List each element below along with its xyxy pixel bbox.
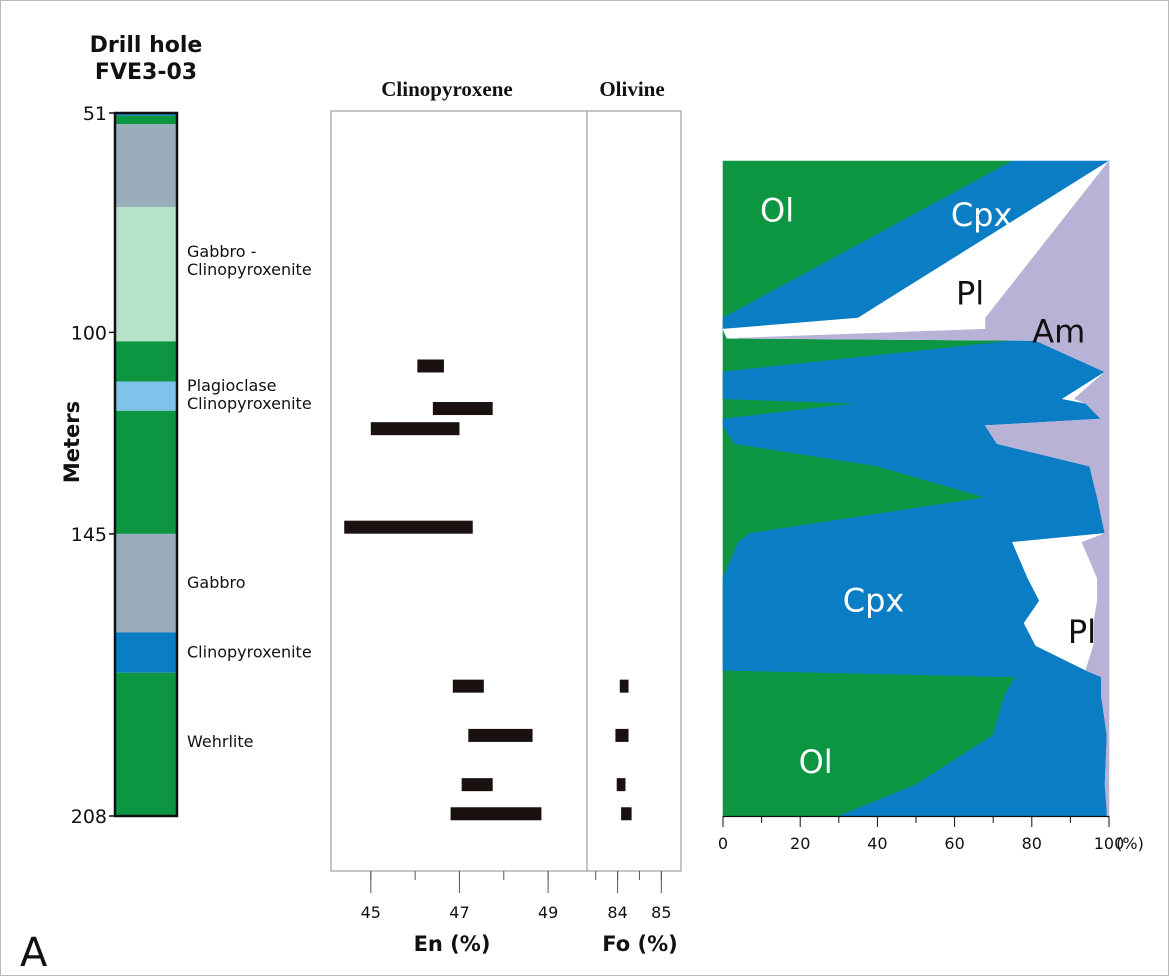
cpx-range-bar-2: [370, 422, 460, 436]
area-label-ol-0: Ol: [760, 191, 794, 229]
clinopyroxene-panel: Clinopyroxene 45 47 49 En (%): [330, 77, 588, 956]
modal-tick-label-20: 20: [790, 834, 810, 853]
strat-tick-label-145: 145: [71, 524, 107, 546]
modal-tick-label-40: 40: [867, 834, 887, 853]
lithology-label-1-0: Plagioclase: [187, 376, 277, 395]
olivine-panel: Olivine 84 85 Fo (%): [586, 77, 682, 956]
cpx-range-bar-4: [452, 679, 484, 693]
modal-tick-label-60: 60: [944, 834, 964, 853]
strat-layer-5: [115, 381, 177, 411]
ol-range-bar-2: [616, 778, 626, 792]
cpx-range-bar-7: [450, 807, 542, 821]
cpx-range-bar-0: [417, 359, 444, 373]
strat-tick-label-51: 51: [83, 103, 107, 125]
panel-label: A: [20, 930, 48, 976]
cpx-tick-label-47: 47: [449, 903, 469, 922]
cpx-range-bar-6: [461, 778, 493, 792]
lithology-label-0-1: Clinopyroxenite: [187, 260, 312, 279]
ol-range-bar-3: [621, 807, 632, 821]
area-label-ol-6: Ol: [799, 743, 833, 781]
area-label-am-3: Am: [1032, 312, 1085, 350]
cpx-range-bar-5: [468, 728, 533, 742]
ol-tick-label-84: 84: [607, 903, 627, 922]
modal-tick-label-0: 0: [718, 834, 728, 853]
lithology-label-0-0: Gabbro -: [187, 242, 256, 261]
ol-title: Olivine: [599, 77, 664, 101]
modal-xlabel: (%): [1116, 834, 1144, 853]
modal-abundance-panel: 0 20 40 60 80 100(%) Ol Cpx Pl Am Cpx Pl Ol: [718, 160, 1144, 853]
strat-layer-7: [115, 533, 177, 633]
area-label-pl-5: Pl: [1068, 613, 1096, 651]
strat-ylabel: Meters: [60, 401, 84, 483]
cpx-range-bar-1: [432, 402, 493, 416]
cpx-tick-label-49: 49: [538, 903, 558, 922]
area-label-cpx-1: Cpx: [951, 196, 1013, 234]
cpx-xlabel: En (%): [414, 932, 491, 956]
strat-layer-8: [115, 632, 177, 673]
strat-layer-3: [115, 207, 177, 342]
cpx-tick-label-45: 45: [361, 903, 381, 922]
strat-title-line-2: FVE3-03: [95, 60, 197, 85]
cpx-range-bar-3: [344, 520, 473, 534]
ol-frame: [586, 110, 682, 872]
ol-range-bar-0: [619, 679, 629, 693]
strat-column-outline: [113, 111, 179, 818]
lithology-label-4-0: Wehrlite: [187, 732, 253, 751]
area-label-cpx-4: Cpx: [843, 582, 905, 620]
ol-xlabel: Fo (%): [602, 932, 677, 956]
strat-tick-label-100: 100: [71, 322, 107, 344]
lithology-label-3-0: Clinopyroxenite: [187, 643, 312, 662]
strat-layer-2: [115, 124, 177, 208]
ol-tick-label-85: 85: [651, 903, 671, 922]
strat-layer-0: [115, 113, 177, 116]
area-label-pl-2: Pl: [956, 274, 984, 312]
strat-layer-4: [115, 341, 177, 382]
strat-title-line-1: Drill hole: [90, 33, 203, 58]
strat-layer-1: [115, 115, 177, 125]
ol-range-bar-1: [615, 728, 629, 742]
modal-tick-label-80: 80: [1022, 834, 1042, 853]
modal-tick-label-100: 100: [1094, 834, 1125, 853]
lithology-label-2-0: Gabbro: [187, 573, 246, 592]
lithology-label-1-1: Clinopyroxenite: [187, 394, 312, 413]
strat-tick-label-208: 208: [71, 806, 107, 828]
strat-layer-6: [115, 410, 177, 534]
cpx-frame: [330, 110, 588, 872]
cpx-title: Clinopyroxene: [381, 77, 512, 101]
strat-layer-9: [115, 672, 177, 816]
